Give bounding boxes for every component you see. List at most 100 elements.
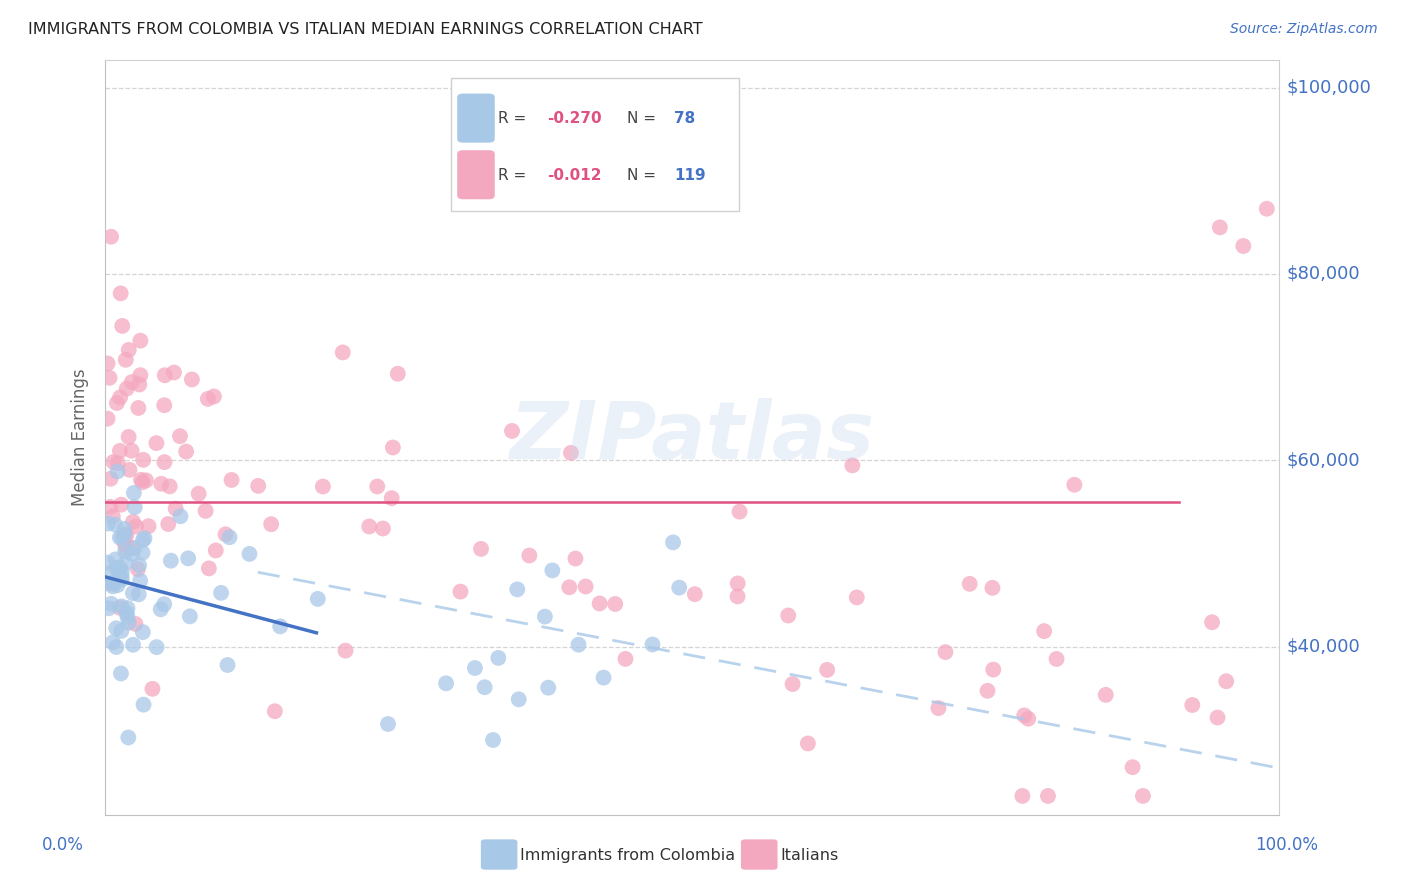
Point <box>132 625 155 640</box>
Point <box>727 576 749 591</box>
Text: Immigrants from Colombia: Immigrants from Colombia <box>520 848 735 863</box>
Point <box>567 638 589 652</box>
Point <box>197 392 219 406</box>
Point <box>1132 789 1154 803</box>
Point <box>107 566 129 580</box>
Point <box>118 615 141 630</box>
Point <box>100 229 122 244</box>
Point <box>111 318 134 333</box>
Text: Source: ZipAtlas.com: Source: ZipAtlas.com <box>1230 22 1378 37</box>
Point <box>174 444 197 458</box>
Point <box>482 733 505 747</box>
Point <box>592 671 614 685</box>
Point <box>501 424 523 438</box>
Point <box>122 586 145 600</box>
Point <box>107 464 129 478</box>
Point <box>97 601 120 615</box>
Point <box>449 584 471 599</box>
Point <box>129 574 152 588</box>
Point <box>100 472 122 486</box>
Point <box>114 544 136 558</box>
Point <box>153 597 176 611</box>
Point <box>662 535 685 549</box>
Point <box>728 505 751 519</box>
Point <box>558 580 581 594</box>
Point <box>96 556 118 570</box>
Text: -0.270: -0.270 <box>547 111 602 126</box>
Text: -0.012: -0.012 <box>547 168 602 183</box>
Point <box>115 528 138 542</box>
Point <box>221 473 243 487</box>
Point <box>117 430 139 444</box>
Point <box>115 541 138 556</box>
Point <box>517 549 540 563</box>
Point <box>131 546 153 560</box>
Point <box>564 551 586 566</box>
Point <box>359 519 381 533</box>
Point <box>1122 760 1144 774</box>
Point <box>121 547 143 561</box>
Point <box>122 515 145 529</box>
Point <box>474 680 496 694</box>
Point <box>165 501 187 516</box>
Point <box>371 521 394 535</box>
Point <box>100 597 122 611</box>
Point <box>105 561 128 575</box>
Point <box>121 541 143 555</box>
Point <box>124 616 146 631</box>
Y-axis label: Median Earnings: Median Earnings <box>72 368 89 506</box>
Point <box>1045 652 1067 666</box>
Point <box>927 701 949 715</box>
Point <box>117 601 139 615</box>
Point <box>575 579 598 593</box>
Point <box>366 479 388 493</box>
Point <box>157 516 180 531</box>
Point <box>110 286 132 301</box>
Point <box>202 389 225 403</box>
Point <box>1063 477 1085 491</box>
Point <box>122 486 145 500</box>
Point <box>434 676 457 690</box>
Point <box>98 371 121 385</box>
Point <box>128 377 150 392</box>
Point <box>506 582 529 597</box>
Point <box>132 533 155 547</box>
Point <box>107 456 129 470</box>
Point <box>782 677 804 691</box>
Point <box>218 530 240 544</box>
Text: 119: 119 <box>675 168 706 183</box>
Point <box>101 579 124 593</box>
Point <box>153 368 176 383</box>
Point <box>560 446 582 460</box>
Point <box>145 640 167 654</box>
Point <box>959 577 981 591</box>
Point <box>121 443 143 458</box>
Point <box>101 635 124 649</box>
Point <box>534 609 557 624</box>
Point <box>129 334 152 348</box>
FancyBboxPatch shape <box>457 150 495 199</box>
Point <box>159 479 181 493</box>
Point <box>1094 688 1116 702</box>
Point <box>101 509 124 524</box>
Point <box>260 517 283 532</box>
Point <box>981 663 1004 677</box>
Point <box>169 509 191 524</box>
Point <box>114 522 136 536</box>
Point <box>105 621 128 635</box>
Point <box>464 661 486 675</box>
Text: ZIPatlas: ZIPatlas <box>509 398 875 476</box>
Point <box>100 576 122 591</box>
Point <box>381 441 404 455</box>
Point <box>934 645 956 659</box>
Point <box>98 500 121 514</box>
Point <box>1017 712 1039 726</box>
Text: $60,000: $60,000 <box>1286 451 1361 469</box>
Point <box>115 382 138 396</box>
Text: $80,000: $80,000 <box>1286 265 1361 283</box>
Point <box>214 527 236 541</box>
Text: N =: N = <box>627 168 661 183</box>
Point <box>105 640 128 654</box>
Point <box>1036 789 1059 803</box>
Point <box>105 396 128 410</box>
